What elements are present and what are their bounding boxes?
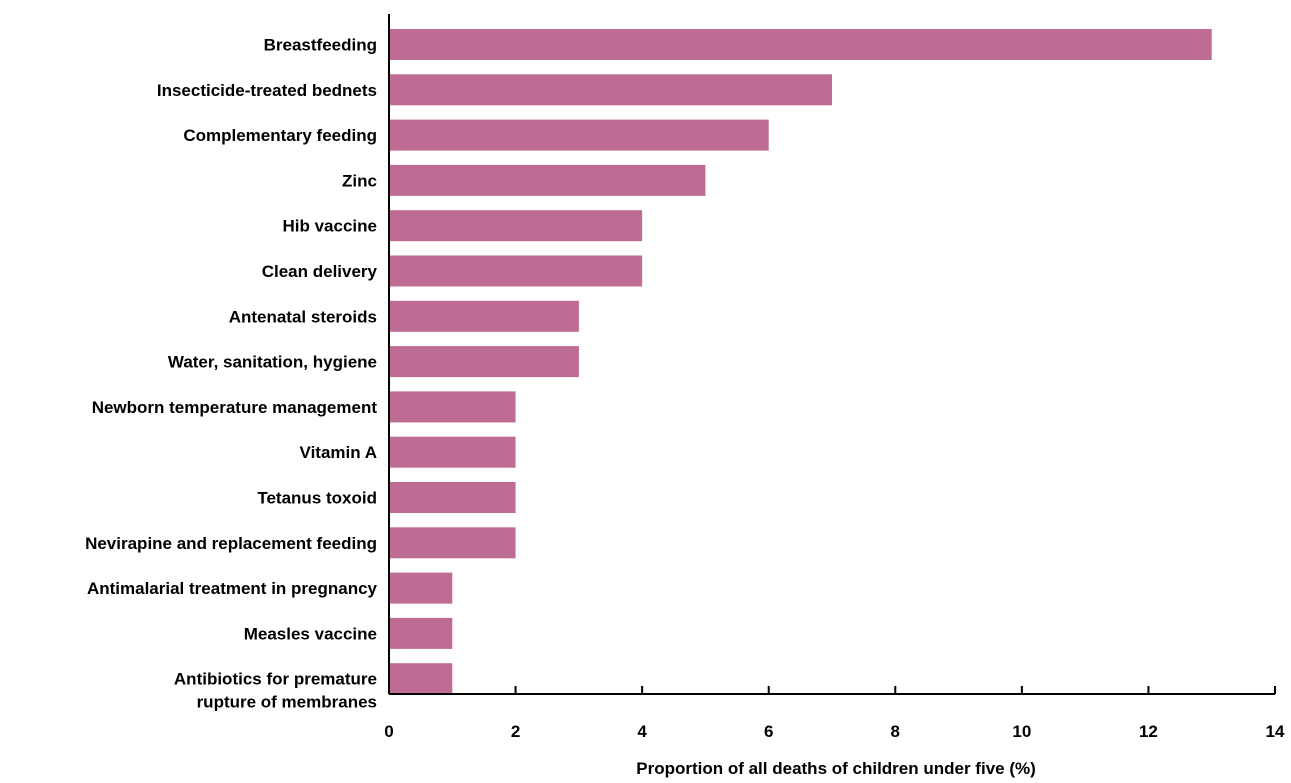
category-label-vitamin-a: Vitamin A [300,443,377,462]
bar-complementary-feeding [389,119,769,151]
x-tick-label-10: 10 [1012,722,1031,741]
bar-antimalarial-treatment-in-pregnancy [389,572,453,604]
category-label-water-sanitation-hygiene: Water, sanitation, hygiene [168,353,377,372]
category-label-insecticide-treated-bednets: Insecticide-treated bednets [157,81,377,100]
x-tick-label-12: 12 [1139,722,1158,741]
x-tick-label-14: 14 [1266,722,1285,741]
category-label-measles-vaccine: Measles vaccine [244,624,377,643]
bar-antibiotics-for-premature-rupture-of-membranes [389,663,453,695]
category-label-clean-delivery: Clean delivery [262,262,378,281]
x-tick-label-0: 0 [384,722,393,741]
bar-clean-delivery [389,255,643,287]
x-tick-label-6: 6 [764,722,773,741]
category-label-breastfeeding: Breastfeeding [264,36,377,55]
x-axis-title: Proportion of all deaths of children und… [636,759,1036,778]
bar-water-sanitation-hygiene [389,346,579,378]
bar-hib-vaccine [389,210,643,242]
category-label-antimalarial-treatment-in-pregnancy: Antimalarial treatment in pregnancy [87,579,378,598]
category-label-nevirapine-and-replacement-feeding: Nevirapine and replacement feeding [85,534,377,553]
bars-group [389,29,1212,695]
x-tick-label-2: 2 [511,722,520,741]
category-label-complementary-feeding: Complementary feeding [183,126,377,145]
x-tick-label-4: 4 [637,722,647,741]
bar-nevirapine-and-replacement-feeding [389,527,516,559]
x-tick-label-8: 8 [891,722,900,741]
bar-zinc [389,164,706,196]
category-label-tetanus-toxoid: Tetanus toxoid [257,489,377,508]
category-label-antibiotics-for-premature-rupture-of-membranes: Antibiotics for premature rupture of memb… [174,670,377,712]
axes-group [388,14,1275,695]
bar-insecticide-treated-bednets [389,74,832,106]
bar-newborn-temperature-management [389,391,516,423]
bar-vitamin-a [389,436,516,468]
category-label-antenatal-steroids: Antenatal steroids [229,307,377,326]
category-label-newborn-temperature-management: Newborn temperature management [92,398,378,417]
category-labels-group: Breastfeeding Insecticide-treated bednets… [85,36,377,712]
bar-breastfeeding [389,29,1212,60]
category-label-hib-vaccine: Hib vaccine [283,217,378,236]
x-ticks-group: 0 2 4 6 8 10 12 14 [384,686,1285,741]
bar-measles-vaccine [389,617,453,649]
bar-antenatal-steroids [389,300,579,332]
category-label-zinc: Zinc [342,171,377,190]
bar-tetanus-toxoid [389,482,516,513]
